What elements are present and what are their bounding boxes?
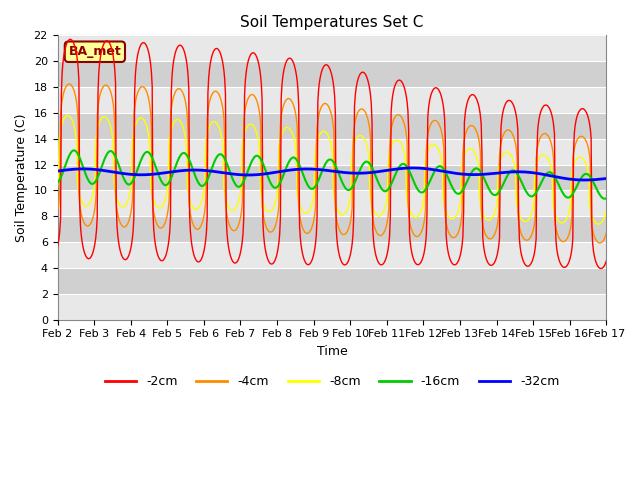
Bar bbox=[58, 61, 606, 87]
Bar bbox=[58, 36, 606, 61]
X-axis label: Time: Time bbox=[317, 345, 348, 358]
Bar bbox=[58, 87, 606, 113]
Bar bbox=[58, 294, 606, 320]
Legend: -2cm, -4cm, -8cm, -16cm, -32cm: -2cm, -4cm, -8cm, -16cm, -32cm bbox=[100, 370, 564, 393]
Bar bbox=[58, 216, 606, 242]
Bar bbox=[58, 113, 606, 139]
Bar bbox=[58, 165, 606, 191]
Bar bbox=[58, 139, 606, 165]
Y-axis label: Soil Temperature (C): Soil Temperature (C) bbox=[15, 113, 28, 242]
Title: Soil Temperatures Set C: Soil Temperatures Set C bbox=[240, 15, 424, 30]
Text: BA_met: BA_met bbox=[68, 45, 121, 58]
Bar bbox=[58, 268, 606, 294]
Bar bbox=[58, 242, 606, 268]
Bar bbox=[58, 191, 606, 216]
